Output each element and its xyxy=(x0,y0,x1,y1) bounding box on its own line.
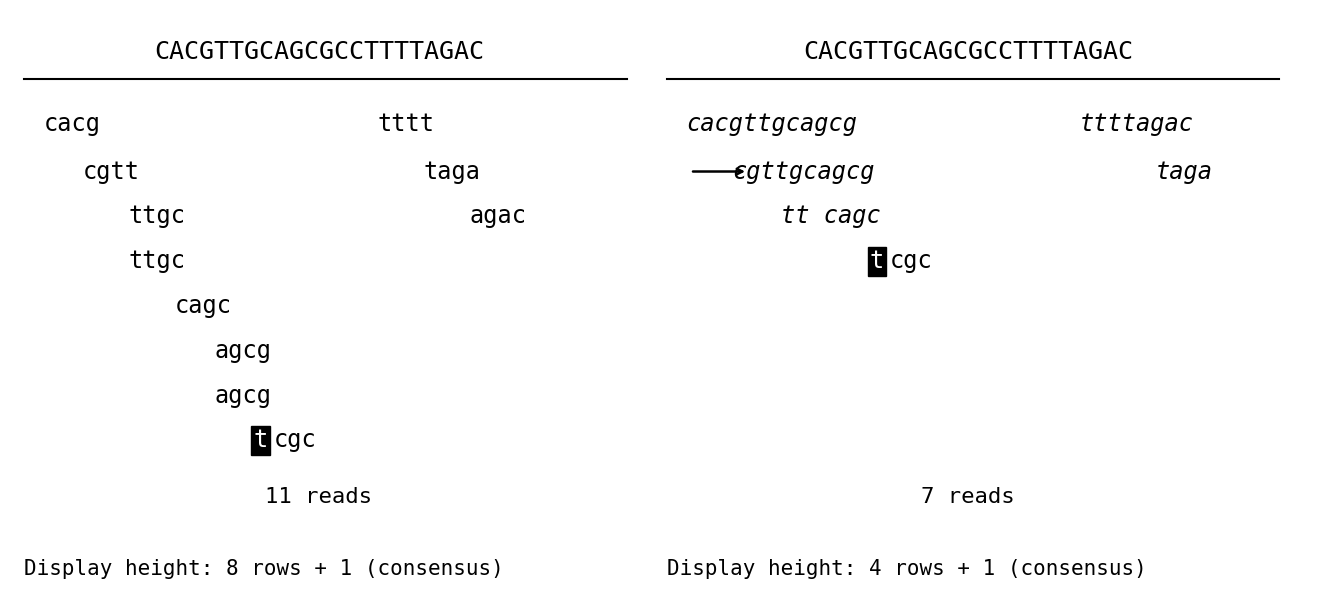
Text: ttgc: ttgc xyxy=(129,249,186,273)
Text: CACGTTGCAGCGCCTTTTAGAC: CACGTTGCAGCGCCTTTTAGAC xyxy=(154,40,484,64)
Text: taga: taga xyxy=(1156,159,1213,184)
Text: CACGTTGCAGCGCCTTTTAGAC: CACGTTGCAGCGCCTTTTAGAC xyxy=(804,40,1134,64)
Text: ttgc: ttgc xyxy=(129,204,186,228)
Text: agcg: agcg xyxy=(214,384,271,408)
Text: t: t xyxy=(253,428,268,453)
Text: cgttgcagcg: cgttgcagcg xyxy=(733,159,875,184)
Text: cgc: cgc xyxy=(273,428,317,453)
Text: cacgttgcagcg: cacgttgcagcg xyxy=(686,112,857,136)
Text: taga: taga xyxy=(424,159,480,184)
Text: tt cagc: tt cagc xyxy=(780,204,880,228)
Text: 11 reads: 11 reads xyxy=(265,487,372,507)
Text: tttt: tttt xyxy=(378,112,436,136)
Text: t: t xyxy=(870,249,884,273)
Text: cgtt: cgtt xyxy=(83,159,140,184)
Text: agac: agac xyxy=(470,204,527,228)
Text: cacg: cacg xyxy=(44,112,100,136)
Text: ttttagac: ttttagac xyxy=(1080,112,1193,136)
Text: agcg: agcg xyxy=(214,339,271,363)
Text: cagc: cagc xyxy=(174,294,232,318)
Text: Display height: 4 rows + 1 (consensus): Display height: 4 rows + 1 (consensus) xyxy=(667,559,1146,579)
Text: cgc: cgc xyxy=(890,249,933,273)
Text: Display height: 8 rows + 1 (consensus): Display height: 8 rows + 1 (consensus) xyxy=(24,559,504,579)
Text: 7 reads: 7 reads xyxy=(921,487,1015,507)
